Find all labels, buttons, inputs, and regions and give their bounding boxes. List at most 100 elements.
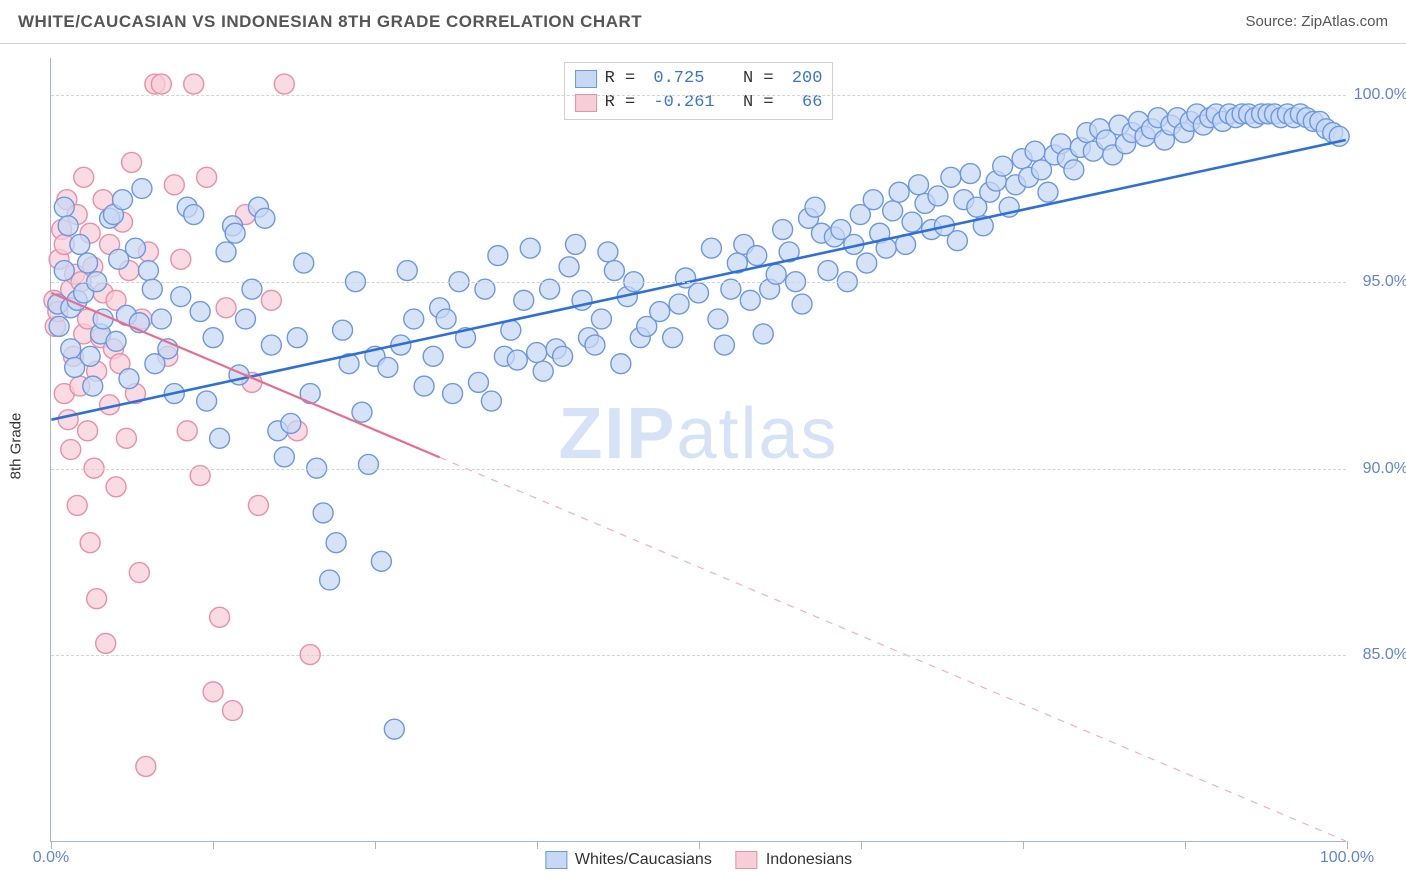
data-point-blue xyxy=(83,376,103,396)
x-tick xyxy=(537,841,538,849)
x-tick xyxy=(213,841,214,849)
data-point-blue xyxy=(902,212,922,232)
data-point-pink xyxy=(96,633,116,653)
data-point-pink xyxy=(67,495,87,515)
data-point-blue xyxy=(378,357,398,377)
x-tick xyxy=(1347,841,1348,849)
data-point-pink xyxy=(116,428,136,448)
data-point-blue xyxy=(261,335,281,355)
data-point-blue xyxy=(960,164,980,184)
data-point-blue xyxy=(909,175,929,195)
data-point-blue xyxy=(591,309,611,329)
data-point-blue xyxy=(58,216,78,236)
gridline-h xyxy=(51,655,1346,656)
data-point-blue xyxy=(184,205,204,225)
data-point-blue xyxy=(1064,160,1084,180)
y-tick-label: 90.0% xyxy=(1363,460,1406,478)
data-point-pink xyxy=(248,495,268,515)
data-point-blue xyxy=(507,350,527,370)
data-point-blue xyxy=(333,320,353,340)
data-point-blue xyxy=(701,238,721,258)
data-point-pink xyxy=(164,175,184,195)
swatch-pink xyxy=(575,94,597,112)
chart-source: Source: ZipAtlas.com xyxy=(1245,13,1388,30)
data-point-blue xyxy=(889,182,909,202)
data-point-blue xyxy=(109,249,129,269)
data-point-blue xyxy=(294,253,314,273)
data-point-blue xyxy=(773,220,793,240)
data-point-blue xyxy=(805,197,825,217)
data-point-blue xyxy=(443,384,463,404)
y-axis-title: 8th Grade xyxy=(8,413,25,480)
x-tick xyxy=(51,841,52,849)
data-point-blue xyxy=(488,246,508,266)
data-point-blue xyxy=(747,246,767,266)
data-point-pink xyxy=(210,607,230,627)
chart-svg xyxy=(51,58,1346,841)
data-point-blue xyxy=(384,719,404,739)
swatch-pink-bottom xyxy=(736,851,758,869)
data-point-pink xyxy=(122,152,142,172)
r-blue: 0.725 xyxy=(653,67,704,91)
data-point-blue xyxy=(49,316,69,336)
x-tick xyxy=(861,841,862,849)
data-point-blue xyxy=(598,242,618,262)
x-tick xyxy=(375,841,376,849)
data-point-blue xyxy=(863,190,883,210)
data-point-pink xyxy=(58,410,78,430)
data-point-blue xyxy=(414,376,434,396)
data-point-pink xyxy=(184,74,204,94)
gridline-h xyxy=(51,95,1346,96)
swatch-blue-bottom xyxy=(545,851,567,869)
data-point-blue xyxy=(210,428,230,448)
data-point-blue xyxy=(313,503,333,523)
data-point-blue xyxy=(54,261,74,281)
data-point-blue xyxy=(928,186,948,206)
data-point-blue xyxy=(197,391,217,411)
x-tick xyxy=(699,841,700,849)
data-point-blue xyxy=(216,242,236,262)
legend-label-pink: Indonesians xyxy=(766,851,852,869)
data-point-blue xyxy=(753,324,773,344)
x-tick-label: 0.0% xyxy=(33,849,69,867)
gridline-h xyxy=(51,282,1346,283)
data-point-blue xyxy=(320,570,340,590)
data-point-blue xyxy=(404,309,424,329)
data-point-blue xyxy=(358,454,378,474)
title-bar: WHITE/CAUCASIAN VS INDONESIAN 8TH GRADE … xyxy=(0,0,1406,44)
data-point-blue xyxy=(566,234,586,254)
legend-label-blue: Whites/Caucasians xyxy=(575,851,712,869)
swatch-blue xyxy=(575,70,597,88)
data-point-blue xyxy=(857,253,877,273)
data-point-blue xyxy=(397,261,417,281)
data-point-blue xyxy=(138,261,158,281)
data-point-blue xyxy=(190,302,210,322)
data-point-pink xyxy=(197,167,217,187)
y-tick-label: 100.0% xyxy=(1354,86,1406,104)
data-point-blue xyxy=(287,328,307,348)
data-point-blue xyxy=(708,309,728,329)
data-point-blue xyxy=(171,287,191,307)
data-point-pink xyxy=(106,477,126,497)
chart-title: WHITE/CAUCASIAN VS INDONESIAN 8TH GRADE … xyxy=(18,12,642,32)
data-point-pink xyxy=(61,440,81,460)
x-tick-label: 100.0% xyxy=(1320,849,1374,867)
data-point-blue xyxy=(203,328,223,348)
data-point-blue xyxy=(553,346,573,366)
data-point-blue xyxy=(106,331,126,351)
data-point-blue xyxy=(481,391,501,411)
data-point-pink xyxy=(177,421,197,441)
data-point-blue xyxy=(281,413,301,433)
data-point-blue xyxy=(119,369,139,389)
data-point-pink xyxy=(80,533,100,553)
data-point-pink xyxy=(261,290,281,310)
data-point-blue xyxy=(669,294,689,314)
data-point-pink xyxy=(87,589,107,609)
data-point-blue xyxy=(1038,182,1058,202)
data-point-blue xyxy=(792,294,812,314)
data-point-pink xyxy=(274,74,294,94)
data-point-blue xyxy=(993,156,1013,176)
data-point-blue xyxy=(436,309,456,329)
y-tick-label: 95.0% xyxy=(1363,273,1406,291)
data-point-pink xyxy=(223,701,243,721)
